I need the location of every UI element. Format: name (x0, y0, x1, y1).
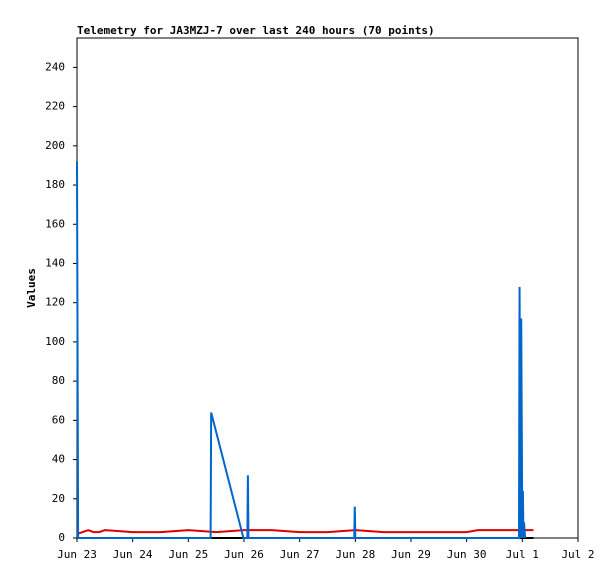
chart-title: Telemetry for JA3MZJ-7 over last 240 hou… (77, 24, 435, 37)
y-tick-label: 40 (52, 453, 65, 466)
y-tick-label: 120 (45, 296, 65, 309)
y-axis-label: Values (25, 268, 38, 308)
series-line (76, 161, 527, 539)
x-tick-label: Jun 25 (168, 548, 208, 561)
y-tick-label: 80 (52, 374, 65, 387)
x-tick-label: Jun 27 (280, 548, 320, 561)
y-tick-label: 20 (52, 492, 65, 505)
y-tick-label: 60 (52, 413, 65, 426)
x-tick-label: Jun 26 (224, 548, 264, 561)
y-tick-label: 0 (58, 531, 65, 544)
y-tick-label: 140 (45, 256, 65, 269)
y-tick-label: 200 (45, 139, 65, 152)
x-tick-label: Jun 30 (447, 548, 487, 561)
y-tick-label: 220 (45, 100, 65, 113)
x-tick-label: Jul 2 (561, 548, 594, 561)
y-tick-label: 160 (45, 217, 65, 230)
x-tick-label: Jun 24 (113, 548, 153, 561)
x-tick-label: Jun 28 (335, 548, 375, 561)
y-tick-label: 100 (45, 335, 65, 348)
series-line (76, 529, 534, 536)
x-tick-label: Jun 23 (57, 548, 97, 561)
x-tick-label: Jul 1 (506, 548, 539, 561)
x-tick-label: Jun 29 (391, 548, 431, 561)
y-tick-label: 180 (45, 178, 65, 191)
y-tick-label: 240 (45, 60, 65, 73)
